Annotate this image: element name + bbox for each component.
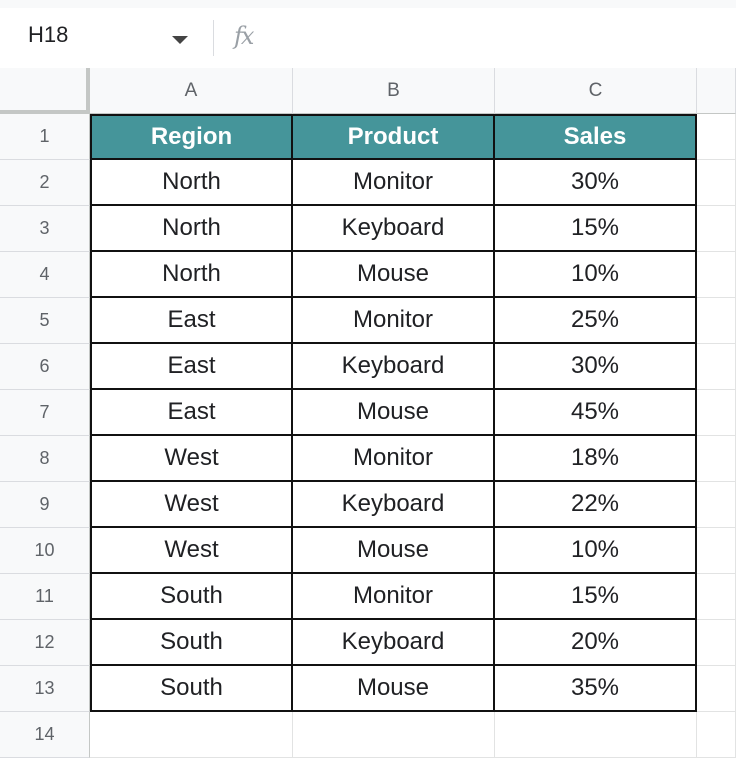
row-header-12[interactable]: 12	[0, 620, 90, 666]
table-cell[interactable]: Mouse	[293, 528, 495, 574]
column-header-c[interactable]: C	[495, 68, 697, 114]
table-header-cell[interactable]: Product	[293, 114, 495, 160]
row-header-9[interactable]: 9	[0, 482, 90, 528]
row-header-10[interactable]: 10	[0, 528, 90, 574]
row-header-13[interactable]: 13	[0, 666, 90, 712]
cell[interactable]	[697, 344, 736, 390]
table-cell[interactable]: Mouse	[293, 390, 495, 436]
table-cell[interactable]: 18%	[495, 436, 697, 482]
table-cell[interactable]: 30%	[495, 344, 697, 390]
table-cell[interactable]: 45%	[495, 390, 697, 436]
table-cell[interactable]: South	[90, 620, 293, 666]
table-cell[interactable]: East	[90, 298, 293, 344]
cell[interactable]	[697, 528, 736, 574]
cell[interactable]	[697, 206, 736, 252]
cell[interactable]	[697, 160, 736, 206]
name-box[interactable]: H18	[28, 22, 69, 47]
cell[interactable]	[697, 482, 736, 528]
cell[interactable]	[697, 114, 736, 160]
table-cell[interactable]: Keyboard	[293, 482, 495, 528]
table-cell[interactable]: Monitor	[293, 436, 495, 482]
table-cell[interactable]: Monitor	[293, 574, 495, 620]
table-cell[interactable]: 22%	[495, 482, 697, 528]
table-cell[interactable]: 30%	[495, 160, 697, 206]
cell[interactable]	[495, 712, 697, 758]
row-header-4[interactable]: 4	[0, 252, 90, 298]
row-header-6[interactable]: 6	[0, 344, 90, 390]
cell[interactable]	[697, 712, 736, 758]
column-header-a[interactable]: A	[90, 68, 293, 114]
column-header-d[interactable]	[697, 68, 736, 114]
table-cell[interactable]: Mouse	[293, 252, 495, 298]
table-cell[interactable]: West	[90, 482, 293, 528]
table-cell[interactable]: 25%	[495, 298, 697, 344]
table-cell[interactable]: Keyboard	[293, 206, 495, 252]
cell[interactable]	[697, 666, 736, 712]
row-header-5[interactable]: 5	[0, 298, 90, 344]
formula-bar-divider	[213, 20, 214, 56]
table-cell[interactable]: East	[90, 390, 293, 436]
table-cell[interactable]: Mouse	[293, 666, 495, 712]
name-box-dropdown-icon[interactable]	[172, 36, 188, 44]
fx-icon: fx	[234, 22, 254, 50]
select-all-corner[interactable]	[0, 68, 90, 114]
table-header-cell[interactable]: Region	[90, 114, 293, 160]
table-cell[interactable]: 20%	[495, 620, 697, 666]
table-cell[interactable]: East	[90, 344, 293, 390]
column-header-b[interactable]: B	[293, 68, 495, 114]
table-cell[interactable]: Keyboard	[293, 344, 495, 390]
table-cell[interactable]: Monitor	[293, 298, 495, 344]
table-cell[interactable]: Monitor	[293, 160, 495, 206]
cell[interactable]	[293, 712, 495, 758]
cell[interactable]	[90, 712, 293, 758]
table-cell[interactable]: West	[90, 436, 293, 482]
table-cell[interactable]: 15%	[495, 206, 697, 252]
table-cell[interactable]: South	[90, 574, 293, 620]
formula-bar: H18 fx	[0, 8, 736, 68]
cell[interactable]	[697, 298, 736, 344]
row-header-14[interactable]: 14	[0, 712, 90, 758]
table-cell[interactable]: 15%	[495, 574, 697, 620]
row-header-11[interactable]: 11	[0, 574, 90, 620]
row-header-3[interactable]: 3	[0, 206, 90, 252]
cell[interactable]	[697, 436, 736, 482]
table-cell[interactable]: 35%	[495, 666, 697, 712]
row-header-2[interactable]: 2	[0, 160, 90, 206]
cell[interactable]	[697, 390, 736, 436]
table-header-cell[interactable]: Sales	[495, 114, 697, 160]
table-cell[interactable]: Keyboard	[293, 620, 495, 666]
row-header-7[interactable]: 7	[0, 390, 90, 436]
table-cell[interactable]: North	[90, 160, 293, 206]
table-cell[interactable]: 10%	[495, 252, 697, 298]
table-cell[interactable]: North	[90, 206, 293, 252]
spreadsheet-grid[interactable]: A B C 1 2 3 4 5 6 7 8 9 10 11 12 13 14 Region Product Sales…	[0, 68, 736, 758]
cell[interactable]	[697, 620, 736, 666]
cell[interactable]	[697, 252, 736, 298]
cell[interactable]	[697, 574, 736, 620]
row-header-1[interactable]: 1	[0, 114, 90, 160]
table-cell[interactable]: West	[90, 528, 293, 574]
table-cell[interactable]: South	[90, 666, 293, 712]
table-cell[interactable]: North	[90, 252, 293, 298]
table-cell[interactable]: 10%	[495, 528, 697, 574]
top-strip	[0, 0, 736, 8]
row-header-8[interactable]: 8	[0, 436, 90, 482]
